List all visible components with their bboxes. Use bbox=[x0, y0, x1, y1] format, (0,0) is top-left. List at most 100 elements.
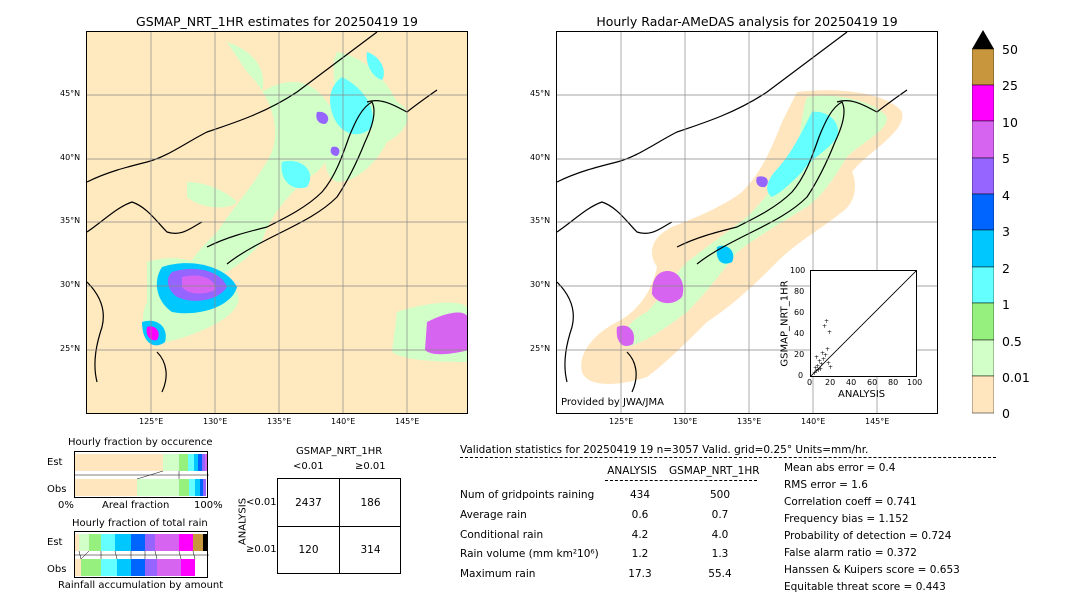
validation-divider bbox=[460, 457, 996, 458]
scatter-ytick-60: 60 bbox=[794, 308, 805, 317]
occurrence-axis-mid: Areal fraction bbox=[102, 500, 170, 511]
svg-text:+: + bbox=[814, 354, 819, 361]
scatter-plot: +++ + ++ +++ +++ +++ +++ bbox=[810, 270, 917, 377]
svg-text:+: + bbox=[827, 329, 832, 336]
right-lon-135: 135°E bbox=[737, 417, 762, 426]
colorbar-label-0-01: 0.01 bbox=[1002, 370, 1030, 385]
svg-text:+: + bbox=[819, 361, 824, 368]
validation-row-gsmap: 1.3 bbox=[711, 548, 729, 560]
svg-text:+: + bbox=[828, 364, 833, 371]
validation-row-label: Rain volume (mm km²10⁶) bbox=[460, 548, 599, 560]
left-lon-145: 145°E bbox=[395, 417, 420, 426]
contingency-title: GSMAP_NRT_1HR bbox=[296, 446, 383, 457]
validation-row-gsmap: 0.7 bbox=[711, 509, 729, 521]
validation-col-divider bbox=[605, 480, 757, 481]
validation-header: Validation statistics for 20250419 19 n=… bbox=[460, 444, 869, 456]
contingency-table: 2437 186 120 314 bbox=[277, 478, 401, 574]
contingency-col-ge: ≥0.01 bbox=[355, 461, 386, 472]
contingency-cell-d: 314 bbox=[360, 544, 381, 556]
colorbar-label-1: 1 bbox=[1002, 297, 1010, 312]
score-correlation: Correlation coeff = 0.741 bbox=[784, 496, 917, 508]
right-lat-30: 30°N bbox=[530, 280, 551, 289]
svg-text:+: + bbox=[821, 356, 826, 363]
scatter-xtick-60: 60 bbox=[867, 378, 878, 387]
svg-text:+: + bbox=[812, 370, 817, 376]
validation-col-analysis: ANALYSIS bbox=[607, 465, 657, 477]
scatter-xtick-80: 80 bbox=[888, 378, 899, 387]
occurrence-obs-label: Obs bbox=[47, 484, 67, 495]
colorbar-label-50: 50 bbox=[1002, 42, 1018, 57]
score-mean-abs-error: Mean abs error = 0.4 bbox=[784, 462, 896, 474]
validation-row-analysis: 0.6 bbox=[631, 509, 649, 521]
svg-text:+: + bbox=[815, 363, 820, 370]
left-lon-125: 125°E bbox=[139, 417, 164, 426]
left-lon-140: 140°E bbox=[331, 417, 356, 426]
right-lon-140: 140°E bbox=[801, 417, 826, 426]
validation-row-analysis: 1.2 bbox=[631, 548, 649, 560]
total-rain-est-label: Est bbox=[47, 537, 63, 548]
validation-row-analysis: 4.2 bbox=[631, 529, 649, 541]
score-ets: Equitable threat score = 0.443 bbox=[784, 581, 946, 593]
validation-row-analysis: 434 bbox=[629, 489, 651, 501]
left-map-drawing bbox=[87, 32, 467, 413]
left-lat-25: 25°N bbox=[60, 344, 81, 353]
colorbar-label-0: 0 bbox=[1002, 406, 1010, 421]
validation-row-label: Maximum rain bbox=[460, 568, 536, 580]
colorbar-label-4: 4 bbox=[1002, 188, 1010, 203]
total-rain-obs-label: Obs bbox=[47, 564, 67, 575]
contingency-cell-a: 2437 bbox=[295, 497, 322, 509]
score-rms-error: RMS error = 1.6 bbox=[784, 479, 868, 491]
scatter-ylabel: GSMAP_NRT_1HR bbox=[779, 280, 791, 367]
svg-text:+: + bbox=[818, 366, 823, 373]
right-lat-25: 25°N bbox=[530, 344, 551, 353]
validation-row-gsmap: 4.0 bbox=[711, 529, 729, 541]
scatter-ytick-40: 40 bbox=[794, 329, 805, 338]
scatter-inset: + + + + + + + + + + + + + + + + + + bbox=[810, 270, 917, 377]
contingency-cell-b: 186 bbox=[360, 497, 381, 509]
contingency-row-ge: ≥0.01 bbox=[246, 544, 277, 555]
colorbar-label-3: 3 bbox=[1002, 224, 1010, 239]
left-map-title: GSMAP_NRT_1HR estimates for 20250419 19 bbox=[136, 14, 418, 29]
right-lon-125: 125°E bbox=[609, 417, 634, 426]
scatter-ytick-0: 0 bbox=[798, 371, 804, 380]
svg-text:+: + bbox=[820, 350, 825, 357]
validation-col-gsmap: GSMAP_NRT_1HR bbox=[669, 465, 760, 477]
validation-row-label: Num of gridpoints raining bbox=[460, 489, 595, 501]
occurrence-bars bbox=[75, 454, 209, 496]
left-lat-30: 30°N bbox=[60, 280, 81, 289]
scatter-xtick-20: 20 bbox=[825, 378, 836, 387]
score-pod: Probability of detection = 0.724 bbox=[784, 530, 952, 542]
svg-text:+: + bbox=[823, 352, 828, 359]
contingency-col-lt: <0.01 bbox=[293, 461, 324, 472]
right-map-title: Hourly Radar-AMeDAS analysis for 2025041… bbox=[596, 14, 898, 29]
score-frequency-bias: Frequency bias = 1.152 bbox=[784, 513, 909, 525]
right-lat-35: 35°N bbox=[530, 216, 551, 225]
scatter-xtick-0: 0 bbox=[807, 378, 813, 387]
validation-row-gsmap: 500 bbox=[709, 489, 731, 501]
validation-row-label: Average rain bbox=[460, 509, 527, 521]
colorbar-label-25: 25 bbox=[1002, 78, 1018, 93]
colorbar-svg bbox=[971, 30, 995, 414]
svg-text:+: + bbox=[822, 323, 827, 330]
colorbar-label-10: 10 bbox=[1002, 115, 1018, 130]
svg-text:+: + bbox=[816, 367, 821, 374]
total-rain-footer: Rainfall accumulation by amount bbox=[58, 580, 224, 591]
scatter-ytick-80: 80 bbox=[794, 287, 805, 296]
colorbar-label-2: 2 bbox=[1002, 261, 1010, 276]
svg-text:+: + bbox=[825, 346, 830, 353]
total-rain-title: Hourly fraction of total rain bbox=[72, 518, 208, 529]
right-lat-40: 40°N bbox=[530, 153, 551, 162]
colorbar bbox=[971, 30, 995, 414]
total-rain-bars bbox=[75, 534, 209, 576]
scatter-xtick-40: 40 bbox=[846, 378, 857, 387]
left-lat-40: 40°N bbox=[60, 153, 81, 162]
colorbar-label-5: 5 bbox=[1002, 151, 1010, 166]
left-map bbox=[86, 31, 468, 414]
left-lon-130: 130°E bbox=[203, 417, 228, 426]
data-credit: Provided by JWA/JMA bbox=[561, 397, 664, 408]
occurrence-axis-left: 0% bbox=[58, 500, 74, 511]
left-lat-45: 45°N bbox=[60, 89, 81, 98]
colorbar-label-0-5: 0.5 bbox=[1002, 334, 1022, 349]
svg-text:+: + bbox=[813, 365, 818, 372]
validation-row-analysis: 17.3 bbox=[628, 568, 652, 580]
